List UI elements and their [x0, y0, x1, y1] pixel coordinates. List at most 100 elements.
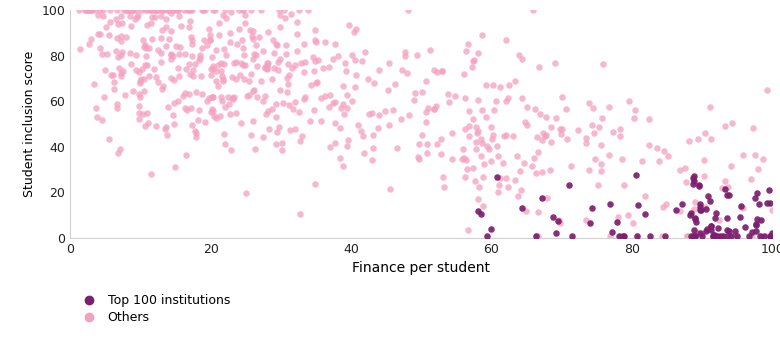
Others: [470, 124, 482, 130]
Top 100 institutions: [688, 227, 700, 233]
Top 100 institutions: [584, 220, 597, 226]
Others: [294, 211, 307, 217]
Others: [532, 233, 544, 238]
Others: [186, 73, 199, 79]
Others: [417, 89, 429, 95]
Others: [448, 94, 461, 99]
Others: [420, 141, 433, 147]
Others: [190, 135, 202, 140]
Others: [172, 7, 184, 13]
Top 100 institutions: [711, 233, 723, 238]
Top 100 institutions: [718, 187, 731, 192]
Others: [494, 175, 506, 180]
Others: [156, 27, 168, 33]
Others: [587, 105, 600, 110]
Others: [185, 34, 197, 39]
Others: [480, 82, 492, 88]
Others: [613, 134, 626, 139]
Top 100 institutions: [696, 233, 708, 238]
Others: [243, 78, 256, 84]
Others: [204, 37, 216, 42]
Others: [509, 78, 521, 84]
Others: [162, 7, 175, 13]
Others: [614, 233, 626, 238]
Others: [140, 53, 152, 58]
Others: [491, 189, 504, 195]
Others: [519, 208, 532, 213]
Others: [395, 67, 408, 72]
Others: [379, 108, 392, 114]
Others: [100, 24, 112, 29]
Others: [237, 45, 250, 51]
Others: [179, 66, 192, 71]
Others: [274, 13, 286, 18]
Others: [193, 57, 205, 63]
Others: [357, 134, 370, 139]
Others: [517, 160, 530, 166]
Others: [156, 7, 168, 13]
Others: [141, 62, 154, 67]
Top 100 institutions: [743, 233, 755, 238]
Others: [310, 79, 323, 84]
Others: [470, 130, 483, 135]
Others: [207, 113, 220, 119]
Others: [230, 59, 243, 65]
Others: [458, 71, 470, 76]
Others: [219, 53, 232, 58]
Others: [554, 220, 566, 225]
Others: [211, 83, 224, 88]
Others: [446, 157, 459, 162]
Top 100 institutions: [687, 182, 700, 187]
Others: [362, 112, 374, 117]
Others: [206, 55, 218, 60]
Others: [310, 39, 322, 45]
Others: [477, 174, 489, 180]
Top 100 institutions: [721, 216, 733, 221]
Others: [402, 7, 414, 13]
Top 100 institutions: [675, 201, 688, 206]
Top 100 institutions: [764, 188, 776, 193]
Others: [643, 116, 655, 122]
Others: [285, 66, 298, 71]
Others: [191, 118, 204, 123]
Others: [309, 58, 321, 64]
Others: [102, 137, 115, 142]
Others: [441, 91, 454, 97]
Others: [502, 95, 514, 101]
Others: [323, 104, 335, 109]
Others: [154, 50, 167, 55]
Others: [165, 7, 178, 13]
Others: [207, 108, 220, 113]
Others: [308, 27, 321, 32]
Others: [462, 227, 474, 232]
Others: [97, 7, 109, 13]
Others: [138, 44, 151, 49]
Others: [476, 140, 488, 146]
Others: [338, 111, 350, 116]
Others: [150, 74, 162, 80]
Others: [158, 7, 170, 13]
Others: [133, 110, 145, 115]
Others: [204, 33, 217, 38]
Others: [287, 107, 300, 112]
Others: [146, 14, 158, 20]
Others: [167, 113, 179, 118]
Others: [243, 27, 256, 32]
Others: [271, 59, 284, 64]
Others: [181, 7, 193, 13]
Others: [156, 86, 168, 92]
Others: [629, 107, 641, 113]
Others: [477, 203, 489, 208]
Others: [179, 90, 191, 96]
Others: [134, 76, 147, 82]
Top 100 institutions: [693, 184, 705, 189]
X-axis label: Finance per student: Finance per student: [353, 261, 490, 275]
Top 100 institutions: [722, 227, 734, 233]
Others: [207, 7, 219, 13]
Others: [315, 96, 328, 101]
Others: [760, 233, 772, 238]
Others: [163, 36, 176, 41]
Others: [279, 42, 292, 48]
Others: [682, 139, 695, 144]
Others: [261, 66, 273, 72]
